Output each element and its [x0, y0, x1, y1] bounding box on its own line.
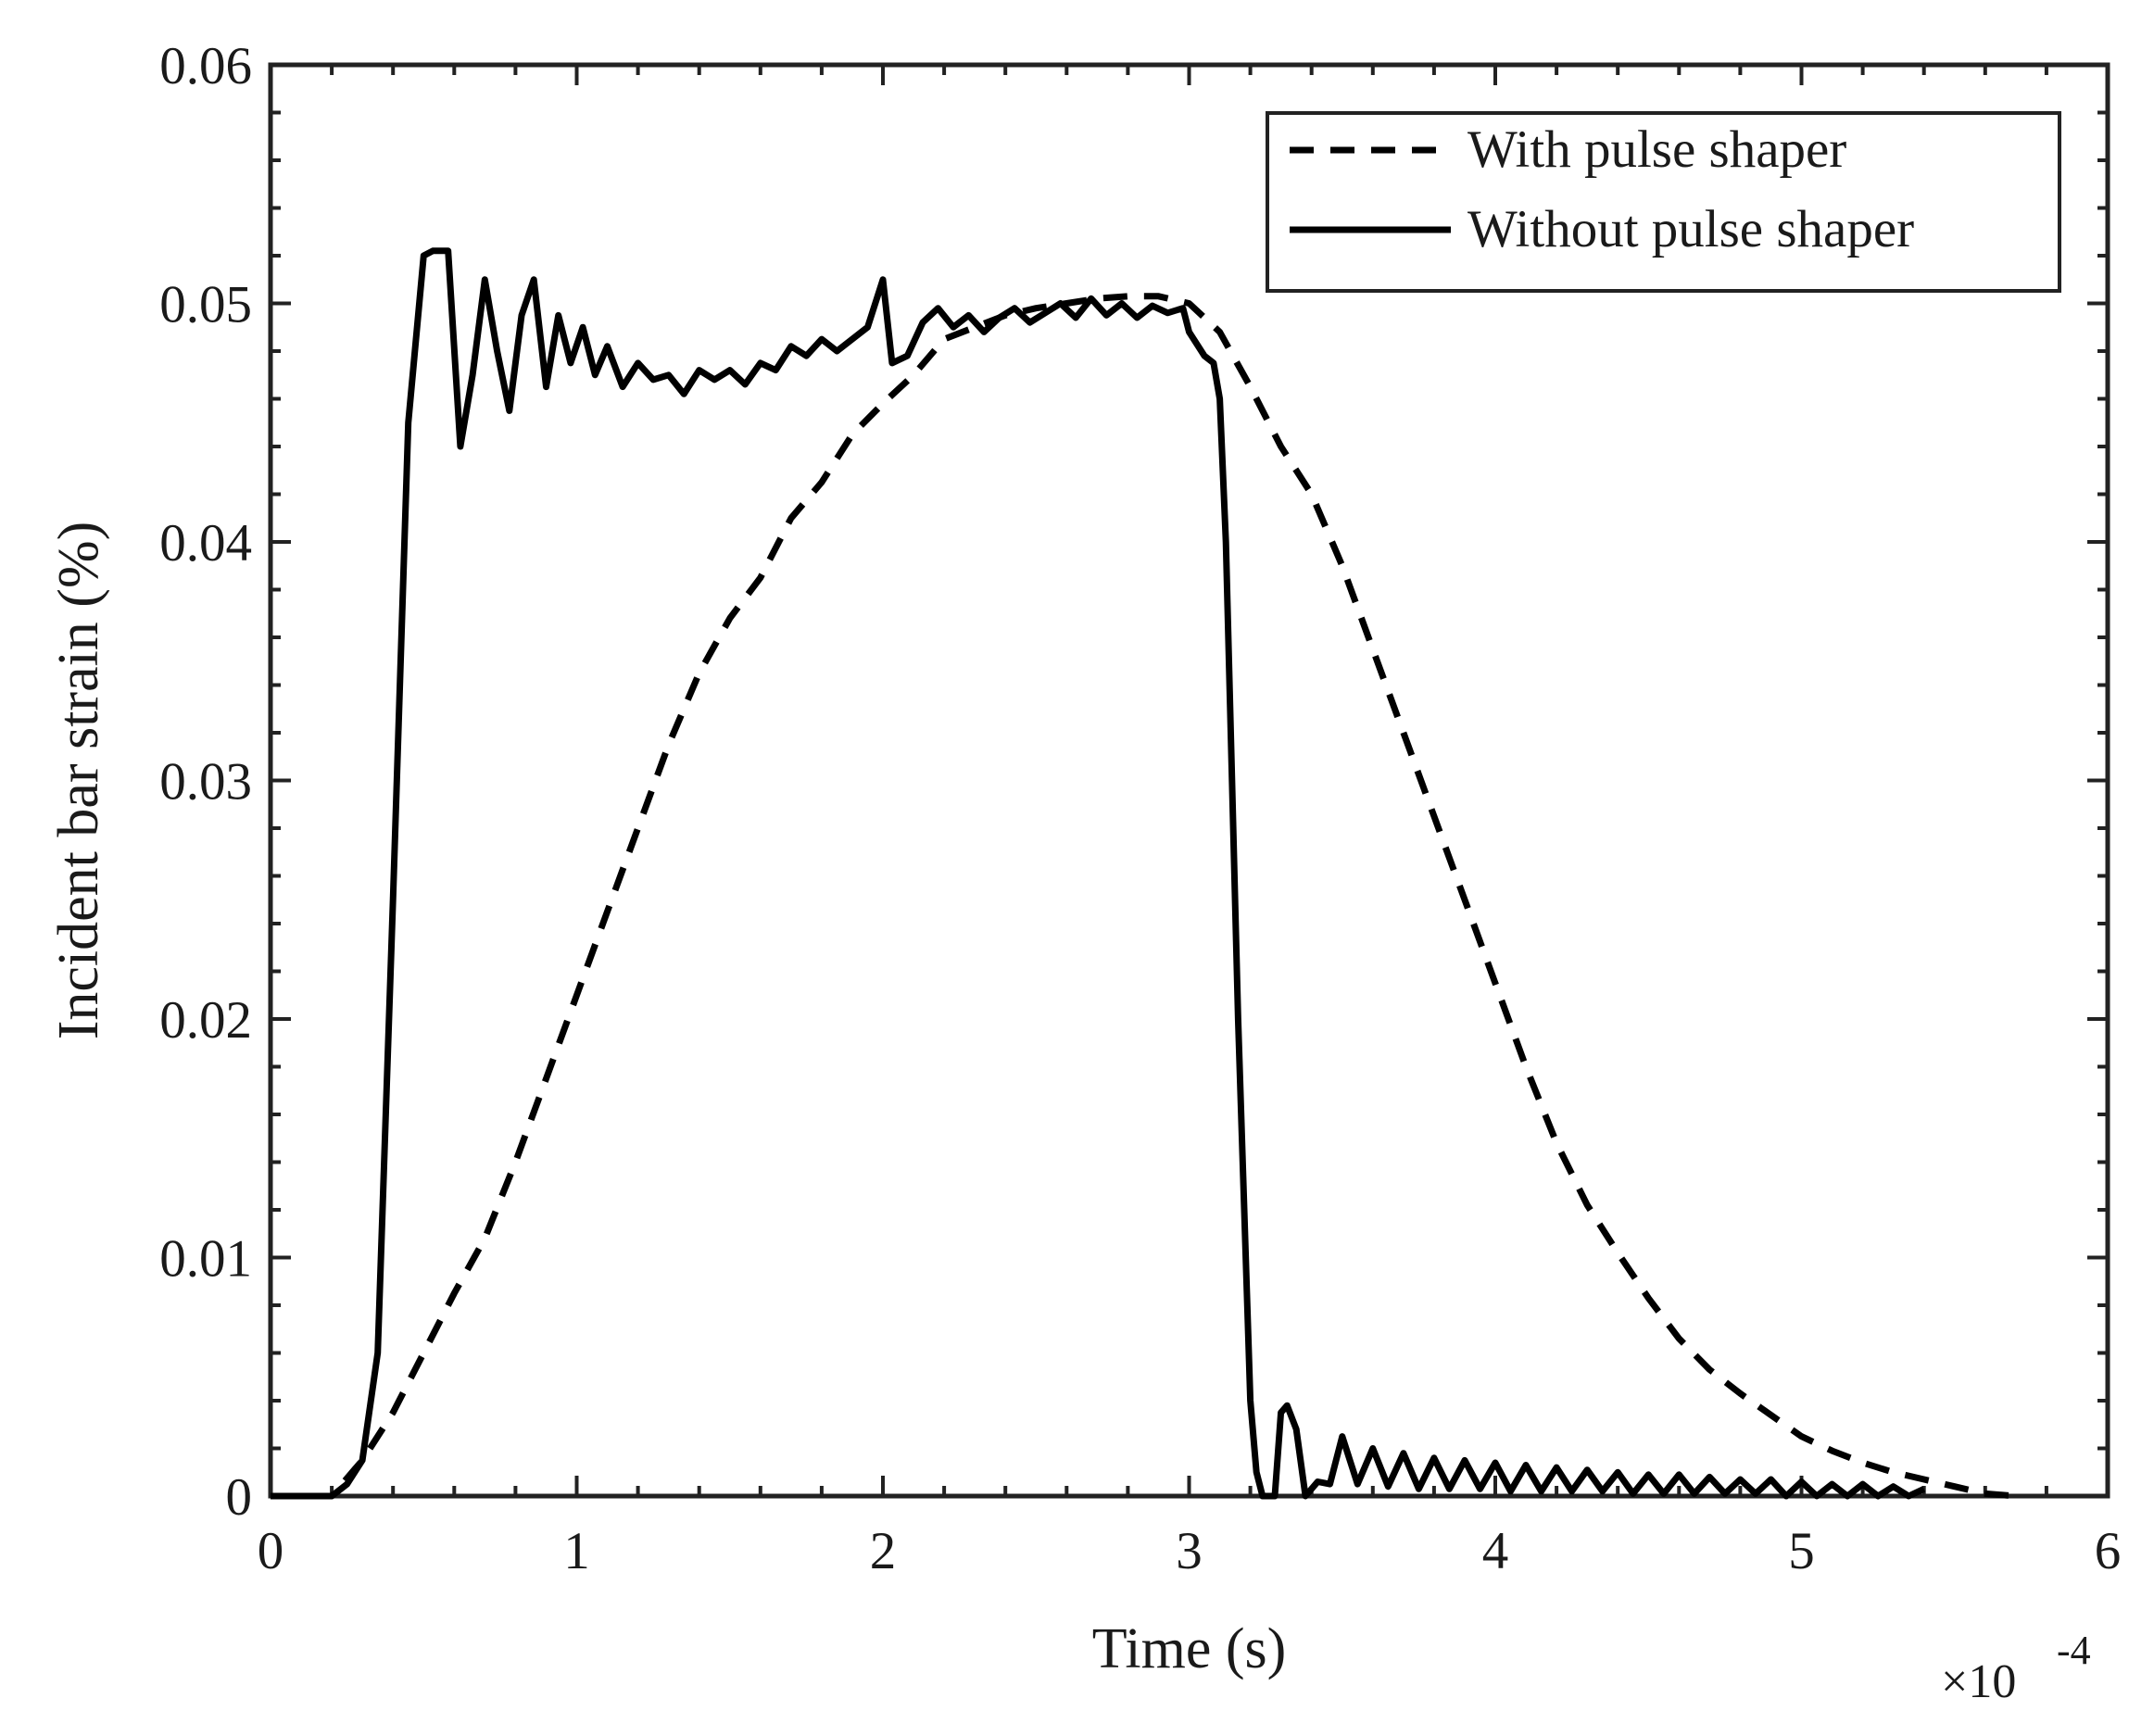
x-tick-label: 4: [1482, 1522, 1509, 1580]
x-multiplier-exponent: -4: [2057, 1628, 2091, 1673]
x-axis-title: Time (s): [1092, 1617, 1287, 1680]
y-tick-label: 0: [226, 1468, 253, 1527]
x-tick-labels: 0 1 2 3 4 5 6: [258, 1522, 2122, 1580]
series-line-without-pulse-shaper: [271, 247, 1926, 1500]
y-tick-label: 0.06: [159, 37, 252, 95]
plot-area: [268, 62, 2110, 1500]
legend-label-with-pulse-shaper: With pulse shaper: [1467, 120, 1846, 179]
legend-box: [1266, 111, 2061, 293]
series-line-with-pulse-shaper: [271, 293, 2017, 1500]
y-tick-label: 0.02: [159, 991, 252, 1050]
x-tick-label: 5: [1788, 1522, 1815, 1580]
y-axis-title: Incident bar strain (%): [47, 522, 110, 1039]
y-tick-labels: 0 0.01 0.02 0.03 0.04 0.05 0.06: [159, 37, 252, 1527]
legend-label-without-pulse-shaper: Without pulse shaper: [1467, 200, 1914, 258]
legend: With pulse shaper Without pulse shaper: [1266, 111, 2061, 293]
x-tick-label: 3: [1176, 1522, 1203, 1580]
x-tick-label: 1: [563, 1522, 590, 1580]
x-multiplier-base: ×10: [1941, 1655, 2016, 1708]
y-tick-label: 0.05: [159, 276, 252, 334]
x-axis-multiplier: ×10 -4: [1941, 1628, 2091, 1708]
x-tick-label: 2: [870, 1522, 897, 1580]
series-layer: [271, 247, 2017, 1500]
x-tick-label: 6: [2095, 1522, 2122, 1580]
y-tick-label: 0.04: [159, 514, 252, 572]
y-tick-label: 0.03: [159, 753, 252, 811]
y-tick-label: 0.01: [159, 1230, 252, 1289]
x-tick-label: 0: [258, 1522, 284, 1580]
